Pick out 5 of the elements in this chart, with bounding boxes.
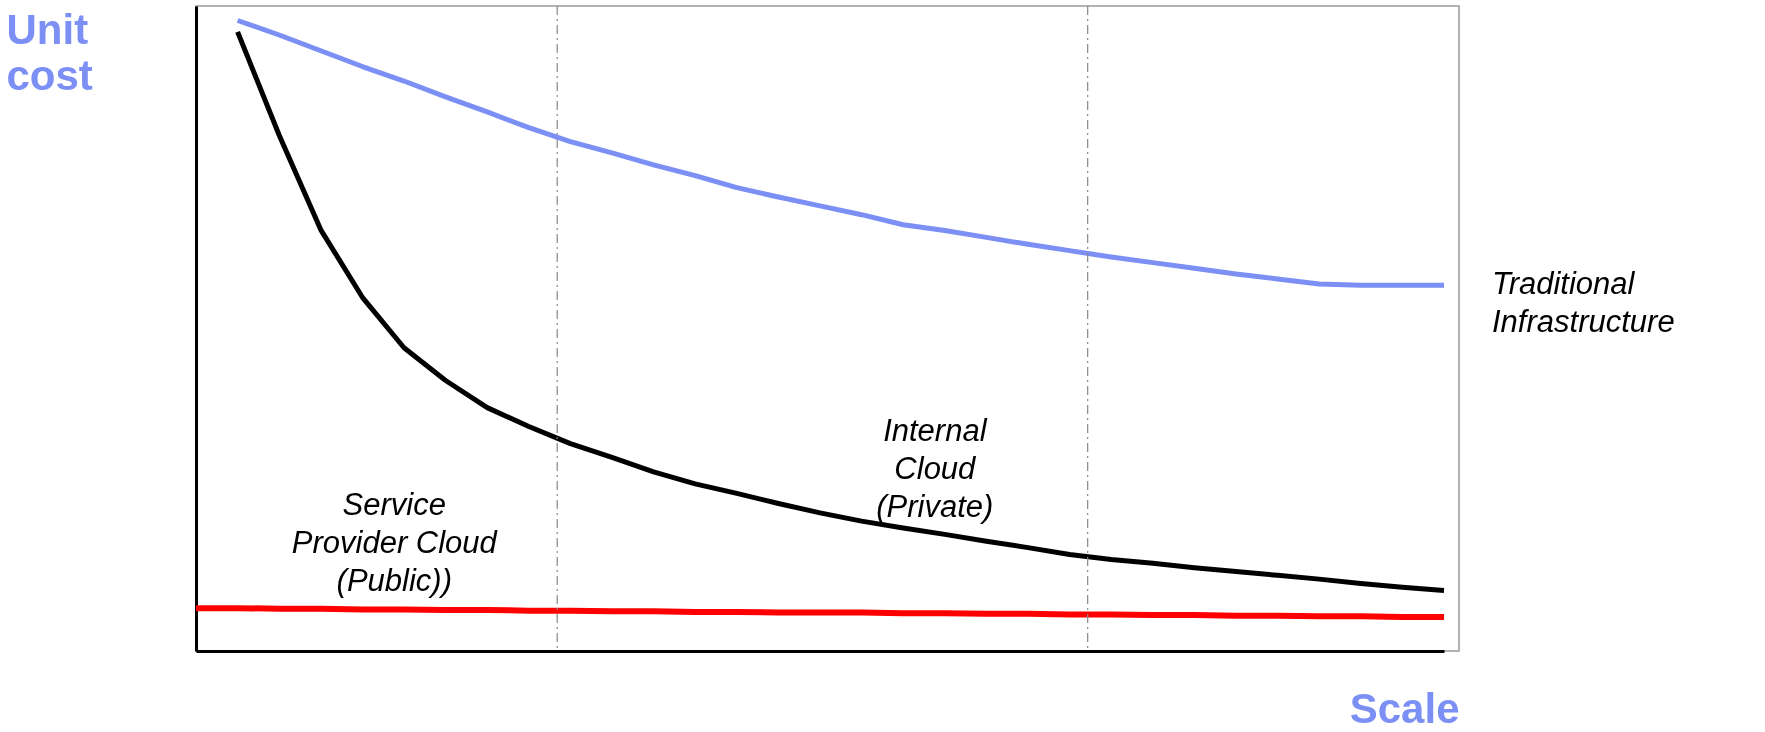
annotation: Service Provider Cloud (Public)) xyxy=(291,486,499,598)
annotation: Internal Cloud (Private) xyxy=(876,412,994,524)
series-label: Traditional Infrastructure xyxy=(1492,266,1675,340)
y-axis-title: Unit cost xyxy=(6,5,93,99)
x-axis-title: Scale xyxy=(1349,684,1460,732)
